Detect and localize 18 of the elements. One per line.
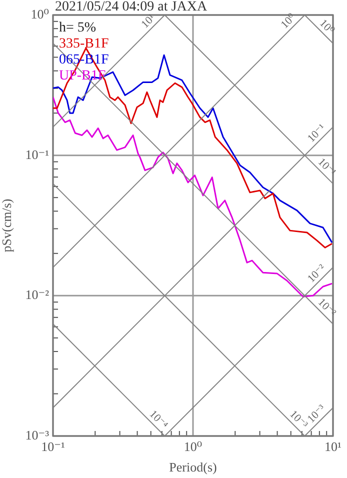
y-axis-title: pSv(cm/s) bbox=[0, 198, 14, 252]
y-tick-label: 10⁰ bbox=[30, 6, 49, 22]
text: 10⁻² bbox=[315, 296, 339, 320]
series-label: 335-B1F bbox=[59, 36, 109, 52]
text: 10⁻¹ bbox=[305, 122, 328, 145]
y-tick-label: 10⁻² bbox=[25, 287, 50, 302]
text: 10⁻² bbox=[305, 262, 329, 286]
text: 10⁻⁴ bbox=[146, 408, 170, 432]
y-tick-label: 10⁻¹ bbox=[25, 146, 50, 162]
x-tick-label: 10⁰ bbox=[184, 439, 202, 454]
x-axis-title: Period(s) bbox=[169, 460, 217, 475]
legend-title: h= 5% bbox=[59, 20, 96, 36]
text: 10⁰ bbox=[278, 11, 298, 32]
chart-title: 2021/05/24 04:09 at JAXA bbox=[55, 0, 208, 15]
x-tick-label: 10¹ bbox=[324, 439, 342, 454]
text: 10¹ bbox=[139, 12, 158, 31]
text: 10⁻¹ bbox=[315, 156, 338, 179]
text: 10⁰ bbox=[317, 17, 337, 38]
